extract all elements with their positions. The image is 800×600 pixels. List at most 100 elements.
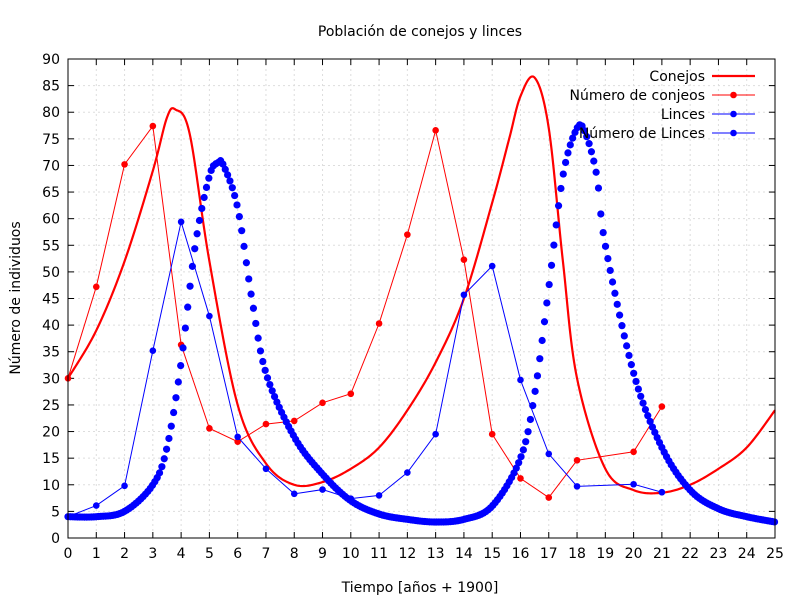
- linces-point: [205, 174, 213, 182]
- linces-point: [562, 158, 570, 167]
- linces-point: [545, 280, 553, 289]
- y-tick-label: 60: [42, 212, 60, 228]
- x-tick-label: 12: [398, 546, 416, 562]
- linces-point: [538, 336, 546, 345]
- linces-point: [620, 332, 628, 340]
- x-tick-label: 21: [653, 546, 671, 562]
- linces-point: [238, 227, 246, 235]
- data-point: [121, 161, 128, 168]
- linces-point: [627, 361, 635, 369]
- data-point: [149, 122, 157, 130]
- linces-point: [240, 242, 248, 250]
- legend-item: Linces: [661, 107, 755, 123]
- data-point: [658, 488, 666, 496]
- linces-point: [191, 245, 199, 253]
- linces-point: [266, 381, 274, 389]
- x-tick-label: 0: [64, 546, 73, 562]
- y-tick-label: 85: [42, 79, 60, 95]
- data-point: [319, 399, 326, 407]
- linces-point: [515, 459, 523, 467]
- linces-point: [604, 254, 612, 263]
- data-point: [206, 312, 213, 320]
- y-tick-label: 10: [42, 478, 60, 494]
- linces-point: [165, 434, 173, 443]
- linces-point: [559, 170, 567, 178]
- chart-title: Población de conejos y linces: [318, 24, 522, 40]
- linces-point: [587, 148, 596, 156]
- linces-point: [616, 311, 624, 319]
- linces-point: [256, 347, 265, 355]
- legend-label: Linces: [661, 107, 705, 123]
- x-tick-label: 3: [148, 546, 157, 562]
- linces-point: [533, 372, 542, 380]
- plot-frame: [67, 58, 776, 539]
- linces-point: [594, 184, 603, 192]
- linces-point: [522, 438, 530, 446]
- linces-point: [585, 140, 593, 148]
- data-point: [92, 502, 100, 509]
- data-point: [545, 450, 553, 458]
- data-point: [517, 475, 524, 482]
- linces-point: [597, 210, 605, 218]
- linces-point: [228, 184, 236, 192]
- linces-point: [245, 275, 253, 283]
- linces-point: [608, 278, 617, 286]
- linces-point: [637, 392, 645, 400]
- linces-point: [252, 319, 260, 328]
- y-tick-label: 35: [42, 345, 60, 361]
- linces-point: [179, 344, 187, 352]
- data-point: [573, 457, 581, 464]
- data-point: [375, 320, 383, 327]
- data-point: [92, 283, 100, 291]
- data-point: [404, 469, 411, 476]
- linces-point: [198, 204, 206, 213]
- linces-point: [634, 385, 642, 393]
- linces-point: [200, 193, 208, 202]
- linces-point: [566, 141, 574, 149]
- linces-point: [550, 241, 558, 249]
- x-tick-label: 13: [427, 546, 445, 562]
- data-point: [630, 448, 637, 456]
- linces-point: [172, 394, 180, 402]
- linces-point: [270, 393, 279, 401]
- linces-point: [583, 133, 591, 141]
- x-tick-label: 2: [120, 546, 129, 562]
- legend-item: Número de Linces: [579, 126, 755, 142]
- linces-point: [268, 387, 276, 395]
- data-point: [234, 438, 241, 445]
- data-point: [517, 376, 524, 384]
- linces-point: [540, 318, 549, 326]
- y-tick-label: 80: [42, 105, 60, 121]
- y-tick-label: 75: [42, 132, 60, 148]
- series-line: [67, 124, 663, 499]
- linces-point: [639, 399, 647, 407]
- x-tick-label: 10: [342, 546, 360, 562]
- x-tick-label: 7: [261, 546, 270, 562]
- linces-point: [517, 453, 525, 461]
- legend-marker: [730, 110, 737, 118]
- linces-point: [557, 184, 565, 193]
- linces-point: [221, 165, 229, 173]
- data-point: [630, 480, 637, 488]
- x-tick-label: 24: [738, 546, 756, 562]
- y-tick-label: 20: [42, 425, 60, 441]
- linces-point: [181, 324, 189, 332]
- linces-point: [155, 469, 164, 477]
- linces-point: [263, 374, 272, 382]
- linces-point: [167, 422, 175, 430]
- linces-point: [235, 213, 243, 221]
- series-line-conejos: [67, 75, 776, 495]
- data-point: [460, 256, 468, 263]
- x-tick-label: 19: [596, 546, 614, 562]
- linces-point: [259, 357, 267, 366]
- y-tick-label: 45: [42, 292, 60, 308]
- linces-point: [158, 463, 166, 471]
- x-tick-label: 8: [290, 546, 299, 562]
- x-tick-label: 14: [455, 546, 473, 562]
- data-point: [290, 490, 298, 498]
- linces-point: [569, 134, 577, 142]
- y-tick-label: 55: [42, 238, 60, 254]
- x-tick-label: 15: [483, 546, 501, 562]
- series-3: [64, 121, 779, 526]
- y-tick-label: 25: [42, 398, 60, 414]
